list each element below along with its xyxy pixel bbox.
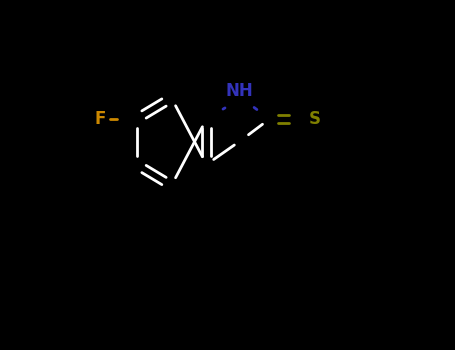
Text: F: F — [94, 110, 106, 128]
Text: NH: NH — [226, 82, 253, 100]
Text: S: S — [309, 110, 321, 128]
